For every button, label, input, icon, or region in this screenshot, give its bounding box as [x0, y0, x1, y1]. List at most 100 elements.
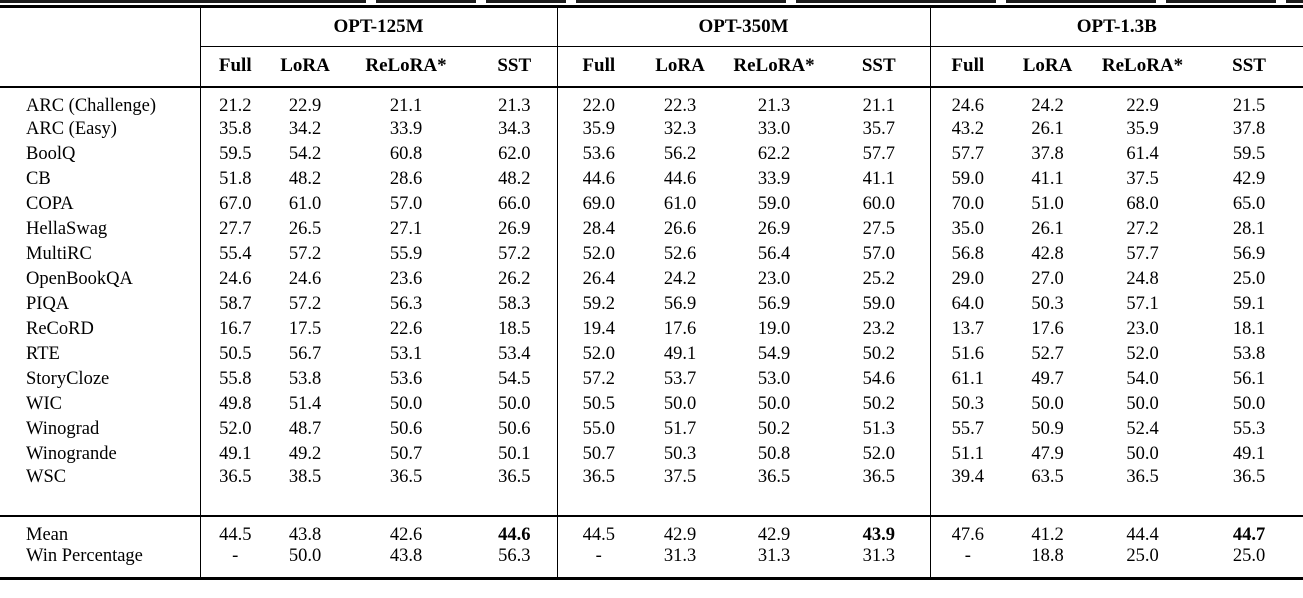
value-cell: 18.5	[498, 318, 531, 339]
value-cell: 44.7	[1195, 514, 1303, 546]
value-cell: 50.6	[389, 418, 423, 439]
value-cell: 22.0	[556, 86, 641, 117]
value-cell: 50.7	[389, 443, 423, 464]
value-cell: 28.6	[389, 168, 423, 189]
value-cell: 57.2	[288, 293, 322, 314]
value-cell: 43.9	[828, 514, 931, 546]
value-cell: 35.7	[862, 118, 895, 139]
value-cell: 26.1	[1031, 218, 1064, 239]
column-header-full: Full	[556, 46, 641, 88]
value-cell: -	[556, 545, 641, 578]
column-header-relora: ReLoRA*	[340, 46, 472, 88]
value-cell: 36.5	[862, 466, 895, 487]
value-cell: 49.8	[199, 391, 270, 417]
task-label: Win Percentage	[26, 545, 143, 566]
task-result-row: StoryCloze 55.8 53.8 53.6 54.5 57.2 53.7 53.0 54…	[0, 366, 1303, 392]
column-header-sst: SST	[828, 46, 931, 88]
value-cell: 44.4	[1090, 514, 1196, 546]
value-cell: 22.9	[1126, 95, 1159, 116]
value-cell: 37.8	[1232, 118, 1266, 139]
value-cell: 57.2	[498, 243, 531, 264]
value-cell: 43.2	[929, 116, 1006, 142]
value-cell: 50.3	[663, 443, 697, 464]
value-cell: 49.7	[1031, 368, 1064, 389]
value-cell: 29.0	[929, 266, 1006, 292]
value-cell: 57.2	[556, 366, 641, 392]
value-cell: 52.0	[1126, 343, 1159, 364]
task-label: CB	[26, 168, 51, 189]
task-label: COPA	[26, 193, 74, 214]
value-cell: 35.9	[556, 116, 641, 142]
task-label: BoolQ	[26, 143, 76, 164]
task-label: OpenBookQA	[26, 268, 133, 289]
value-cell: 21.3	[498, 95, 531, 116]
column-group-opt-1-3b: OPT-1.3B	[929, 6, 1303, 47]
value-cell: 57.2	[288, 243, 322, 264]
value-cell: 56.7	[288, 343, 322, 364]
value-cell: 57.0	[389, 193, 423, 214]
value-cell: 67.0	[199, 191, 270, 217]
value-cell: 36.5	[1126, 466, 1159, 487]
value-cell: 69.0	[556, 191, 641, 217]
value-cell: 47.9	[1031, 443, 1064, 464]
value-cell: 62.2	[757, 143, 791, 164]
value-cell: 23.6	[389, 268, 423, 289]
task-label: Mean	[0, 514, 200, 546]
value-cell: 19.0	[757, 318, 791, 339]
value-cell: 52.0	[199, 416, 270, 442]
value-cell: 21.5	[1232, 95, 1266, 116]
value-cell: 53.6	[389, 368, 423, 389]
value-cell: 56.3	[498, 545, 531, 566]
value-cell: 50.0	[1126, 393, 1159, 414]
value-cell: 59.0	[929, 166, 1006, 192]
value-cell: 54.2	[288, 143, 322, 164]
value-cell: 31.3	[757, 545, 791, 566]
value-cell: 66.0	[498, 193, 531, 214]
value-cell: 26.2	[498, 268, 531, 289]
value-cell: 55.7	[929, 416, 1006, 442]
value-cell: 61.0	[663, 193, 697, 214]
value-cell: 16.7	[199, 316, 270, 342]
value-cell: 22.6	[389, 318, 423, 339]
value-cell: 54.0	[1126, 368, 1159, 389]
task-result-row: ReCoRD 16.7 17.5 22.6 18.5 19.4 17.6 19.0 23.2 13…	[0, 316, 1303, 342]
value-cell: 24.6	[199, 266, 270, 292]
value-cell: 56.2	[663, 143, 697, 164]
value-cell: 58.3	[498, 293, 531, 314]
value-cell: 59.1	[1232, 293, 1266, 314]
value-cell: 55.4	[199, 241, 270, 267]
value-cell: -	[199, 545, 270, 578]
value-cell: 50.0	[498, 393, 531, 414]
value-cell: 39.4	[929, 466, 1006, 516]
value-cell: 27.0	[1031, 268, 1064, 289]
value-cell: 33.0	[757, 118, 791, 139]
task-result-row: COPA 67.0 61.0 57.0 66.0 69.0 61.0 59.0 60.0 70.0…	[0, 191, 1303, 217]
table-summary-section: Mean 44.5 43.8 42.6 44.6 44.5 42.9 42.9 43.9 47.6…	[0, 514, 1303, 578]
value-cell: 55.9	[389, 243, 423, 264]
value-cell: 55.0	[556, 416, 641, 442]
value-cell: 50.0	[1031, 393, 1064, 414]
task-label: WIC	[26, 393, 62, 414]
value-cell: 50.5	[199, 341, 270, 367]
value-cell: 41.2	[1005, 514, 1091, 546]
value-cell: 52.0	[556, 341, 641, 367]
value-cell: 51.7	[663, 418, 697, 439]
value-cell: 37.5	[663, 466, 697, 487]
summary-row: Win Percentage -50.0 43.8 56.3-31.3 31.3 31.3…	[0, 545, 1303, 578]
value-cell: 68.0	[1126, 193, 1159, 214]
value-cell: 57.7	[1126, 243, 1159, 264]
value-cell: 51.0	[1031, 193, 1064, 214]
value-cell: 57.7	[929, 141, 1006, 167]
value-cell: 26.5	[288, 218, 322, 239]
value-cell: 53.4	[498, 343, 531, 364]
value-cell: 58.7	[199, 291, 270, 317]
value-cell: 25.0	[1232, 545, 1266, 566]
value-cell: 23.0	[1126, 318, 1159, 339]
value-cell: 50.9	[1031, 418, 1064, 439]
value-cell: 61.0	[288, 193, 322, 214]
value-cell: 21.1	[389, 95, 423, 116]
value-cell: 44.5	[199, 514, 270, 546]
empty-stub-cell	[0, 7, 200, 47]
value-cell: 35.0	[929, 216, 1006, 242]
cropped-caption-fragments	[0, 0, 1303, 3]
